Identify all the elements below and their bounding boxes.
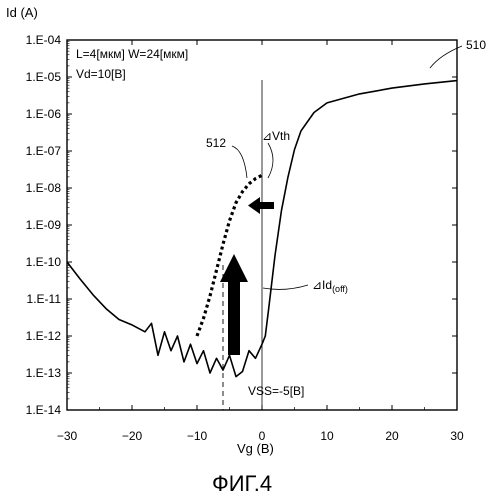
y-tick-label: 1.E-12 [26,329,62,343]
y-tick-label: 1.E-13 [26,366,62,380]
y-tick-label: 1.E-07 [26,144,62,158]
y-tick-label: 1.E-14 [26,403,62,417]
x-tick-label: 10 [320,429,334,443]
x-tick-label: −20 [122,429,143,443]
y-axis-title: Id (A) [6,5,38,20]
y-tick-label: 1.E-05 [26,70,62,84]
condition-size: L=4[мкм] W=24[мкм] [76,47,188,61]
x-tick-label: 20 [385,429,399,443]
x-tick-label: 30 [450,429,464,443]
y-tick-label: 1.E-04 [26,33,62,47]
y-tick-label: 1.E-09 [26,218,62,232]
shift-left-arrow [248,197,274,214]
leader-delta-id [263,285,308,289]
x-axis: −30−20−100102030 [57,40,464,443]
y-tick-label: 1.E-11 [27,292,62,306]
delta-vth-label: ⊿Vth [262,129,290,143]
series-label-512: 512 [206,136,226,150]
delta-id-subscript: (off) [332,284,348,294]
figure-caption: ФИГ.4 [212,471,272,496]
y-tick-label: 1.E-10 [26,255,62,269]
y-tick-label: 1.E-06 [26,107,62,121]
x-tick-label: −30 [57,429,78,443]
y-axis: 1.E-14 1.E-13 1.E-12 1.E-11 1.E-10 1.E-09 1.E-… [26,33,457,417]
condition-vd: Vd=10[B] [76,67,126,81]
delta-id-main: ⊿Id [312,278,332,292]
x-tick-label: −10 [187,429,208,443]
x-axis-title: Vg (B) [237,441,274,456]
leader-512 [232,146,247,178]
series-label-510: 510 [466,38,486,52]
y-tick-label: 1.E-08 [26,181,62,195]
delta-id-label: ⊿Id(off) [312,278,348,294]
shift-up-arrow [220,254,248,355]
leader-delta-vth [268,143,273,178]
vss-label: VSS=-5[B] [248,384,304,398]
